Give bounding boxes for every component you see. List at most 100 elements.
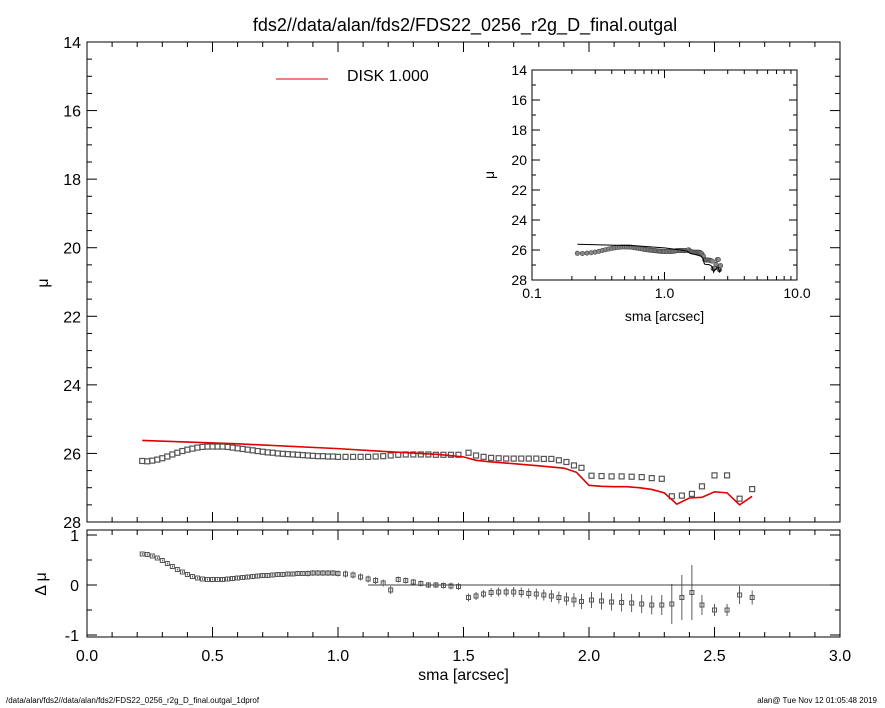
residual-point bbox=[425, 582, 431, 588]
residual-point bbox=[448, 583, 454, 589]
residual-point bbox=[275, 572, 281, 577]
main-data-point bbox=[304, 452, 311, 459]
residual-point bbox=[712, 607, 717, 613]
main-data-point bbox=[154, 456, 161, 463]
main-data-point bbox=[199, 443, 206, 451]
residual-point bbox=[305, 571, 311, 576]
inset-y-tick-label: 22 bbox=[511, 182, 527, 198]
residual-point bbox=[230, 576, 236, 581]
main-data-point bbox=[164, 453, 171, 460]
residual-point bbox=[240, 575, 246, 580]
main-data-point bbox=[244, 446, 251, 453]
main-data-point bbox=[179, 447, 186, 455]
main-data-point bbox=[309, 452, 316, 459]
residual-point bbox=[204, 577, 210, 582]
residual-point bbox=[184, 572, 190, 577]
main-data-point bbox=[184, 446, 191, 453]
residual-point bbox=[330, 570, 336, 576]
main-data-point bbox=[144, 458, 151, 465]
main-data-point bbox=[410, 451, 417, 458]
residual-point bbox=[639, 601, 645, 607]
residual-point bbox=[619, 600, 625, 605]
residual-point bbox=[144, 552, 150, 557]
resid-x-tick-label: 0.0 bbox=[76, 648, 98, 665]
resid-x-axis-label: sma [arcsec] bbox=[418, 667, 509, 684]
residual-point bbox=[433, 582, 439, 588]
main-y-tick-label: 26 bbox=[63, 446, 81, 463]
residual-point bbox=[358, 574, 364, 580]
residual-point bbox=[689, 590, 695, 595]
main-data-point bbox=[495, 455, 502, 462]
inset-y-tick-label: 16 bbox=[511, 92, 527, 108]
main-y-tick-label: 22 bbox=[63, 309, 81, 326]
inset-data-point bbox=[715, 257, 721, 263]
main-data-point bbox=[224, 443, 231, 451]
residual-point bbox=[496, 589, 502, 595]
residual-point bbox=[189, 574, 195, 579]
resid-y-tick-label: 0 bbox=[70, 578, 79, 595]
main-data-point bbox=[204, 443, 211, 450]
residual-point bbox=[335, 571, 341, 576]
main-data-point bbox=[723, 472, 731, 479]
inset-plot: 0.1 1.0 10.0 14 16 18 20 22 24 26 28 sma [arcsec] μ bbox=[481, 62, 811, 324]
inset-y-tick-label: 14 bbox=[511, 62, 527, 78]
footer-timestamp: alan@ Tue Nov 12 01:05:48 2019 bbox=[757, 696, 877, 705]
main-data-point bbox=[628, 473, 635, 480]
main-data-point bbox=[711, 472, 718, 479]
main-data-point bbox=[698, 483, 706, 490]
residual-point bbox=[295, 571, 301, 576]
main-data-point bbox=[319, 453, 327, 460]
residual-point bbox=[518, 590, 524, 595]
model-line bbox=[142, 439, 753, 506]
residual-point bbox=[169, 564, 175, 569]
main-data-point bbox=[314, 453, 322, 460]
residual-point bbox=[215, 577, 221, 582]
residual-point bbox=[481, 591, 487, 597]
inset-x-tick-label: 0.1 bbox=[522, 285, 542, 301]
main-data-point bbox=[209, 443, 216, 450]
inset-y-tick-label: 20 bbox=[511, 152, 527, 168]
main-data-point bbox=[269, 449, 276, 456]
residual-point bbox=[724, 607, 730, 613]
main-y-tick-label: 18 bbox=[63, 172, 81, 189]
residual-point bbox=[699, 602, 705, 608]
main-data-point bbox=[239, 445, 246, 453]
inset-data-point bbox=[579, 250, 585, 256]
main-data-point bbox=[480, 453, 487, 460]
main-data-point bbox=[329, 453, 337, 460]
inset-y-tick-label: 28 bbox=[511, 272, 527, 288]
residual-plot: 0.0 0.5 1.0 1.5 2.0 2.5 3.0 1 0 -1 sma [arcsec] Δ μ bbox=[33, 528, 851, 684]
main-data-point bbox=[324, 453, 332, 460]
residual-point bbox=[659, 602, 665, 608]
main-data-point bbox=[525, 455, 532, 462]
resid-y-tick-label: -1 bbox=[65, 628, 79, 645]
inset-data-point bbox=[709, 258, 715, 264]
main-data-point bbox=[365, 453, 372, 460]
inset-model-line bbox=[577, 243, 722, 274]
main-data-point bbox=[299, 452, 306, 459]
residual-point bbox=[455, 584, 461, 589]
main-data-point bbox=[234, 445, 241, 452]
residual-point bbox=[154, 555, 160, 561]
main-data-point bbox=[159, 455, 166, 462]
inset-y-axis-label: μ bbox=[481, 171, 497, 179]
residual-point bbox=[220, 577, 226, 582]
residual-point bbox=[649, 602, 655, 608]
residual-point bbox=[250, 574, 256, 579]
main-data-point bbox=[455, 451, 462, 458]
inset-y-tick-label: 26 bbox=[511, 242, 527, 258]
main-data-point bbox=[688, 490, 696, 497]
main-data-point bbox=[518, 455, 525, 462]
residual-point bbox=[174, 567, 180, 572]
residual-point bbox=[749, 595, 755, 600]
main-data-point bbox=[189, 445, 196, 452]
main-data-point bbox=[349, 453, 357, 460]
residual-point bbox=[260, 573, 266, 578]
residual-point bbox=[403, 578, 409, 583]
resid-y-axis-label: Δ μ bbox=[33, 572, 50, 595]
main-data-point bbox=[214, 443, 221, 450]
main-data-point bbox=[194, 444, 201, 451]
main-data-point bbox=[169, 451, 176, 458]
inset-x-tick-label: 10.0 bbox=[783, 285, 810, 301]
